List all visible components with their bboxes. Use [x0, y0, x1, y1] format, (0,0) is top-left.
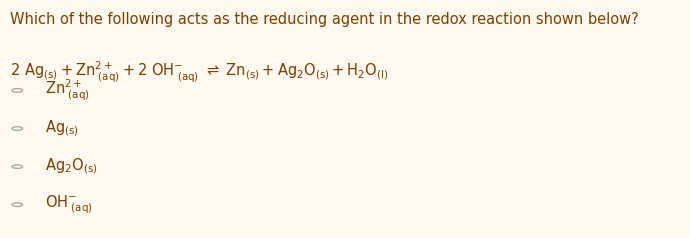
Text: $\mathsf{Zn^{2+}_{\ (aq)}}$: $\mathsf{Zn^{2+}_{\ (aq)}}$: [45, 78, 90, 103]
Text: $\mathsf{Ag_2O_{(s)}}$: $\mathsf{Ag_2O_{(s)}}$: [45, 157, 97, 176]
Text: $\mathsf{OH^{-}_{\ (aq)}}$: $\mathsf{OH^{-}_{\ (aq)}}$: [45, 193, 92, 216]
Text: $\mathsf{Ag_{(s)}}$: $\mathsf{Ag_{(s)}}$: [45, 119, 79, 138]
Text: Which of the following acts as the reducing agent in the redox reaction shown be: Which of the following acts as the reduc…: [10, 12, 639, 27]
Text: $\mathsf{2\ Ag_{(s)} + Zn^{2+}_{\ (aq)} + 2\ OH^{-}_{\ (aq)}}$$\mathsf{\ \rightl: $\mathsf{2\ Ag_{(s)} + Zn^{2+}_{\ (aq)} …: [10, 60, 389, 84]
